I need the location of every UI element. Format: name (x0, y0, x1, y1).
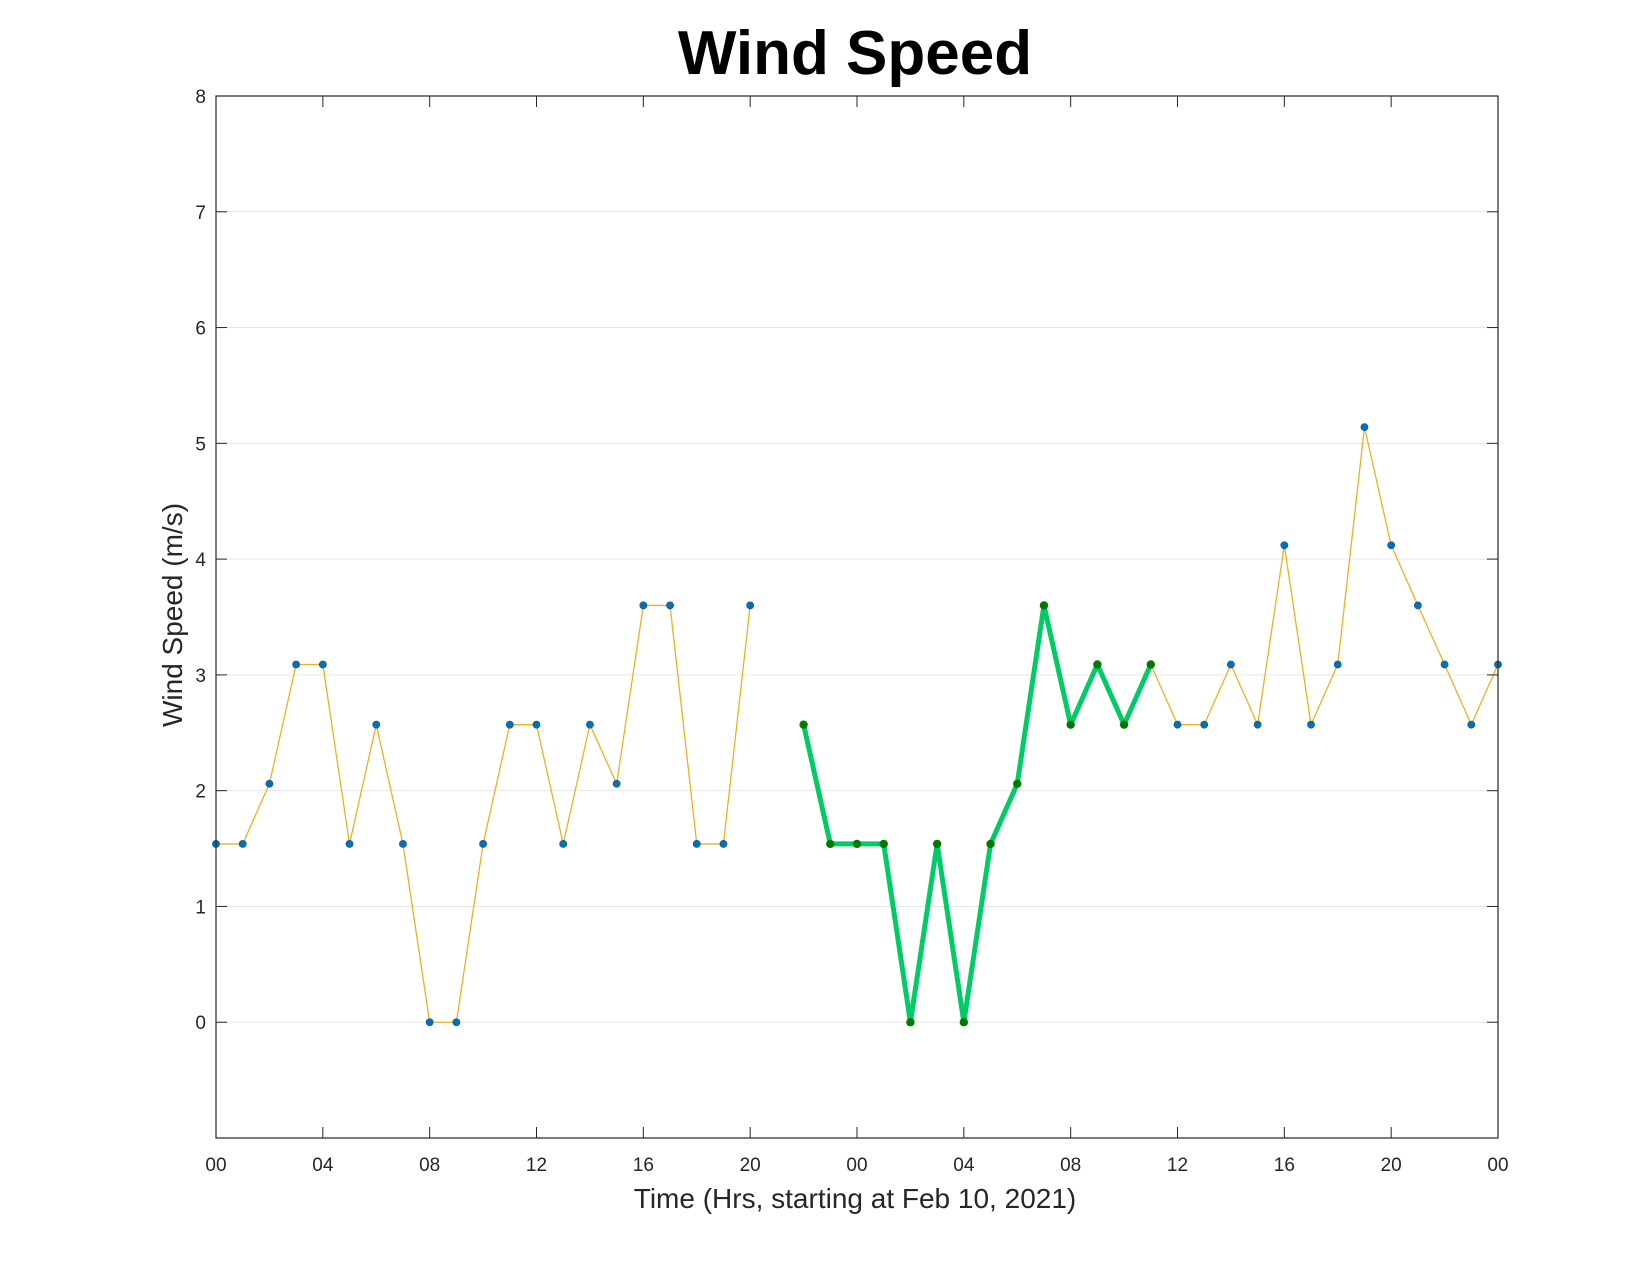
data-point (746, 601, 755, 610)
highlight-data-point (1039, 601, 1049, 610)
y-tick-label: 6 (195, 319, 206, 340)
plot-area (212, 423, 1502, 1027)
y-tick-label: 1 (195, 897, 206, 918)
x-tick-label: 00 (846, 1155, 867, 1176)
data-point (372, 720, 381, 729)
data-point (1200, 720, 1209, 729)
x-tick-label: 08 (419, 1155, 440, 1176)
y-tick-label: 7 (195, 203, 206, 224)
data-point (1307, 720, 1315, 729)
x-tick-label: 16 (633, 1155, 654, 1176)
data-point (612, 779, 621, 788)
highlight-data-point (799, 720, 808, 729)
data-point (1413, 601, 1422, 610)
data-point (1173, 720, 1182, 729)
axes (215, 95, 1499, 1139)
highlight-data-point (906, 1018, 915, 1027)
y-tick-label: 2 (195, 782, 206, 803)
data-point (292, 660, 301, 669)
x-tick-label: 20 (1381, 1155, 1402, 1176)
highlight-data-point (932, 839, 942, 849)
highlight-data-point (1093, 660, 1102, 669)
data-point (639, 601, 648, 610)
highlight-data-point (852, 839, 862, 849)
highlight-data-point (1066, 720, 1075, 729)
data-point (1333, 660, 1342, 669)
series-line-segment (802, 426, 1499, 1023)
chart-title: Wind Speed (678, 19, 1032, 88)
y-tick-label: 5 (195, 434, 206, 455)
data-point (238, 840, 247, 848)
data-point (692, 840, 701, 848)
y-axis-title: Wind Speed (m/s) (157, 503, 188, 727)
data-point (559, 840, 568, 848)
highlight-data-point (826, 839, 835, 849)
y-tick-label: 3 (195, 666, 206, 687)
x-tick-label: 04 (312, 1155, 334, 1176)
data-point (666, 601, 674, 610)
x-tick-label: 16 (1274, 1155, 1295, 1176)
highlight-data-point (986, 839, 995, 849)
data-point (1387, 541, 1396, 550)
data-point (452, 1018, 461, 1027)
data-point (265, 779, 274, 788)
y-tick-label: 4 (195, 550, 206, 571)
data-point (425, 1018, 434, 1027)
data-point (719, 840, 728, 848)
y-tick-label: 0 (195, 1013, 206, 1034)
highlight-data-point (879, 839, 888, 849)
x-tick-label: 12 (1167, 1155, 1188, 1176)
highlight-data-point (1119, 720, 1129, 729)
data-point (479, 840, 487, 848)
x-axis-title: Time (Hrs, starting at Feb 10, 2021) (634, 1183, 1076, 1214)
data-point (1227, 660, 1235, 669)
x-tick-label: 08 (1060, 1155, 1081, 1176)
highlight-data-point (1146, 660, 1155, 669)
x-tick-label: 12 (526, 1155, 547, 1176)
y-tick-label: 8 (195, 87, 206, 108)
x-tick-label: 20 (740, 1155, 761, 1176)
data-point (345, 840, 354, 848)
data-point (505, 720, 514, 729)
data-point (399, 840, 407, 848)
x-tick-label: 00 (205, 1155, 226, 1176)
data-point (318, 660, 327, 669)
gridlines (216, 211, 1498, 1023)
data-point (1440, 660, 1449, 669)
data-point (532, 720, 541, 729)
highlight-data-point (1013, 779, 1022, 788)
highlight-data-point (959, 1018, 969, 1027)
data-point (1280, 541, 1289, 550)
data-point (1253, 720, 1262, 729)
highlight-line (801, 602, 1154, 1025)
data-point (586, 720, 594, 729)
x-tick-label: 00 (1487, 1155, 1508, 1176)
x-tick-label: 04 (953, 1155, 975, 1176)
data-point (1360, 423, 1369, 432)
plot-frame (215, 95, 1499, 1139)
data-point (1467, 720, 1476, 729)
